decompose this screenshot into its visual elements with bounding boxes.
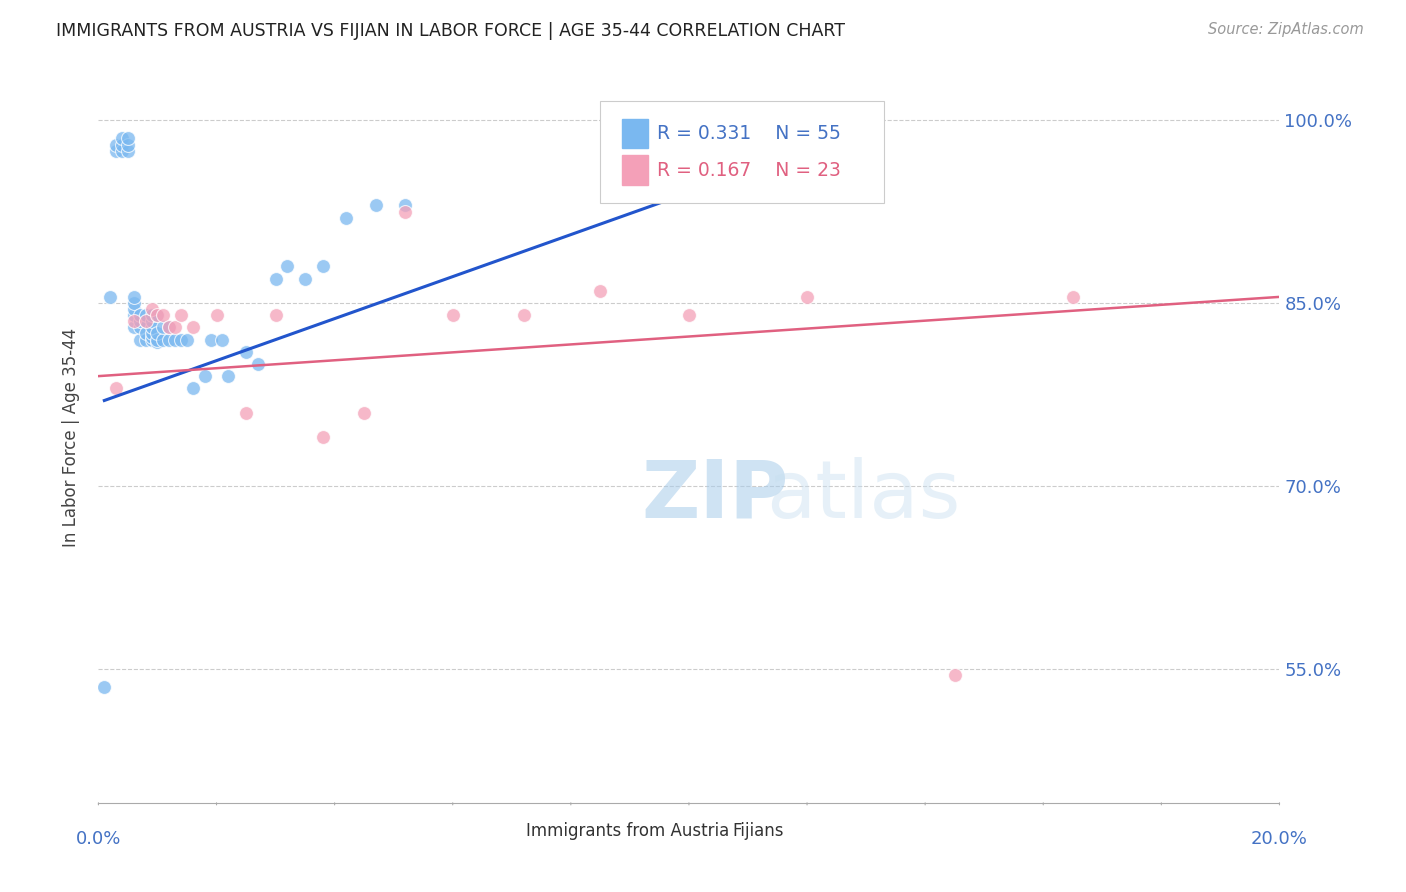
Point [205,308,228,322]
Point [135,333,157,347]
Point [105,137,128,152]
Point [170,333,193,347]
FancyBboxPatch shape [494,820,520,843]
Text: Immigrants from Austria: Immigrants from Austria [526,822,730,840]
Point [128,308,150,322]
Point [312,260,335,274]
Text: 20.0%: 20.0% [1251,830,1308,847]
Point [157,320,180,334]
Point [128,320,150,334]
Point [146,334,169,349]
Point [141,333,163,347]
Point [122,314,145,328]
Point [211,333,233,347]
Point [122,290,145,304]
Point [264,271,287,285]
Point [141,326,163,341]
Point [111,137,134,152]
Point [200,333,222,347]
Point [141,330,163,344]
Point [246,357,269,371]
Point [135,326,157,341]
Point [294,271,316,285]
Point [135,314,157,328]
Text: Fijians: Fijians [733,822,785,840]
Point [105,144,128,158]
Point [394,204,416,219]
FancyBboxPatch shape [621,119,648,148]
Point [111,131,134,145]
Point [1062,290,1084,304]
FancyBboxPatch shape [700,820,727,843]
FancyBboxPatch shape [600,101,884,203]
Point [364,198,387,212]
Point [165,333,187,347]
Point [98,290,121,304]
Text: R = 0.331    N = 55: R = 0.331 N = 55 [657,124,841,143]
Point [235,406,257,420]
Point [141,301,163,317]
Point [943,667,966,681]
Point [176,333,198,347]
Point [105,381,128,395]
Point [141,314,163,328]
Point [276,260,298,274]
Point [181,381,204,395]
Text: 0.0%: 0.0% [76,830,121,847]
Point [122,308,145,322]
Point [165,320,187,334]
Point [312,430,335,444]
Point [135,308,157,322]
Point [122,320,145,334]
Point [678,308,700,322]
Point [441,308,464,322]
Point [152,308,174,322]
FancyBboxPatch shape [621,155,648,185]
Point [141,308,163,322]
Point [146,308,169,322]
Point [217,369,239,384]
Point [141,320,163,334]
Point [146,326,169,341]
Point [589,284,612,298]
Text: ZIP: ZIP [641,457,789,534]
Text: Source: ZipAtlas.com: Source: ZipAtlas.com [1208,22,1364,37]
Point [512,308,534,322]
Point [796,150,818,164]
Point [181,320,204,334]
Point [264,308,287,322]
Point [157,333,180,347]
Point [157,320,180,334]
Text: R = 0.167    N = 23: R = 0.167 N = 23 [657,161,841,179]
Point [796,290,818,304]
Point [146,333,169,347]
Point [111,144,134,158]
Point [394,198,416,212]
Point [152,320,174,334]
Point [146,308,169,322]
Point [117,131,139,145]
Point [93,680,115,694]
Text: atlas: atlas [766,457,960,534]
Point [117,144,139,158]
Point [152,333,174,347]
Point [122,296,145,310]
Y-axis label: In Labor Force | Age 35-44: In Labor Force | Age 35-44 [62,327,80,547]
Point [128,314,150,328]
Point [335,211,357,225]
Point [353,406,375,420]
Point [128,333,150,347]
Point [135,314,157,328]
Point [170,308,193,322]
Text: IMMIGRANTS FROM AUSTRIA VS FIJIAN IN LABOR FORCE | AGE 35-44 CORRELATION CHART: IMMIGRANTS FROM AUSTRIA VS FIJIAN IN LAB… [56,22,845,40]
Point [117,137,139,152]
Point [235,344,257,359]
Point [122,301,145,317]
Point [194,369,217,384]
